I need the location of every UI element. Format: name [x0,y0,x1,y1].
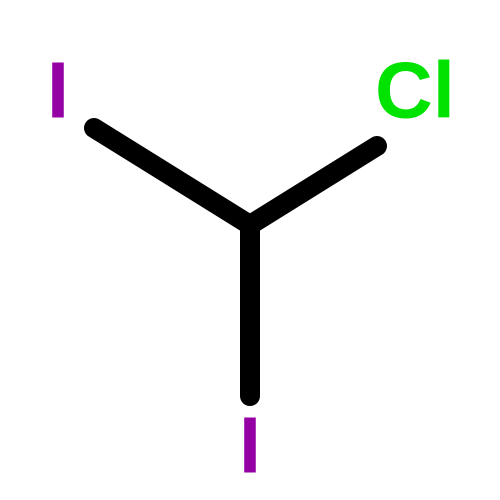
bond-group [94,128,377,396]
iodine-bottom-label: I [239,401,261,490]
molecule-diagram: I Cl I [0,0,500,500]
chlorine-label: Cl [375,46,455,135]
bond-to-chlorine [250,146,377,225]
iodine-top-left-label: I [47,46,69,135]
bond-to-iodine-top-left [94,128,250,225]
